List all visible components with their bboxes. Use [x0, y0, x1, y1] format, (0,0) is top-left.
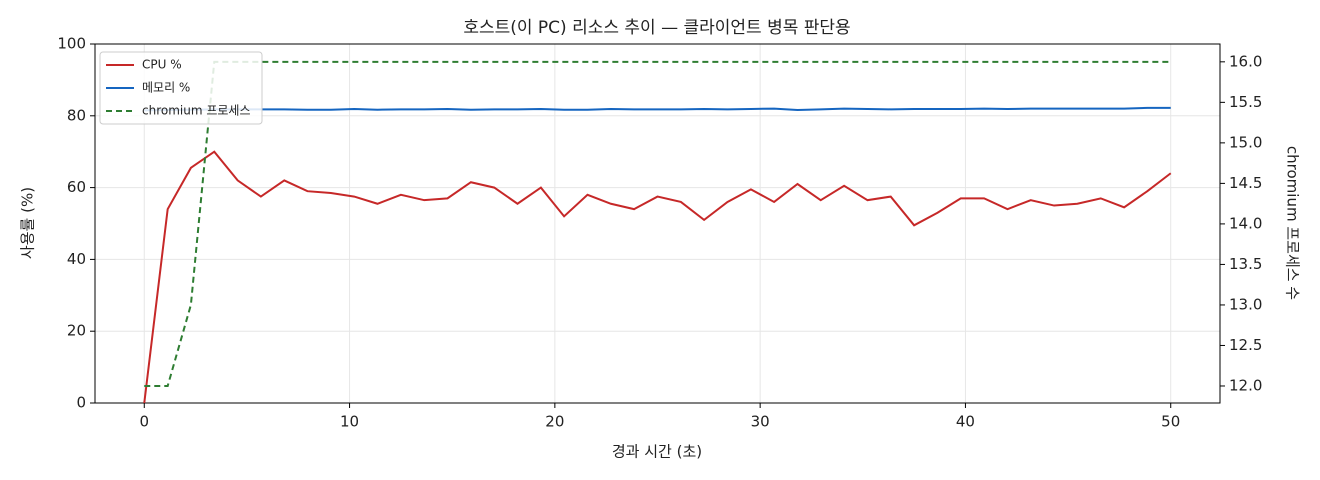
legend-label: 메모리 % [142, 81, 190, 95]
y-tick-label: 20 [67, 322, 86, 340]
series-line [144, 106, 1171, 112]
y2-tick-label: 16.0 [1229, 52, 1262, 70]
y-tick-label: 80 [67, 106, 86, 124]
y-tick-label: 0 [76, 394, 86, 412]
series-line [144, 60, 1171, 387]
legend-box [99, 51, 263, 125]
legend: CPU % 메모리 % chromium 프로세스 [99, 51, 263, 125]
y-tick-label: 100 [57, 35, 86, 53]
y-axis-label: 사용률 (%) [19, 187, 37, 259]
series-line [143, 150, 1172, 404]
y2-tick-label: 13.5 [1229, 255, 1262, 273]
chart-title: 호스트(이 PC) 리소스 추이 — 클라이언트 병목 판단용 [463, 18, 850, 38]
y2-tick-label: 13.0 [1229, 295, 1262, 313]
x-tick-label: 40 [956, 413, 975, 431]
y2-tick-label: 12.0 [1229, 376, 1262, 394]
plot-frame [94, 43, 1221, 404]
y2-tick-label: 15.5 [1229, 93, 1262, 111]
x-axis-label: 경과 시간 (초) [612, 443, 702, 461]
y2-tick-label: 15.0 [1229, 133, 1262, 151]
y2-tick-label: 12.5 [1229, 336, 1262, 354]
x-tick-label: 0 [139, 413, 149, 431]
x-tick-label: 30 [751, 413, 770, 431]
y-tick-label: 60 [67, 178, 86, 196]
legend-label: chromium 프로세스 [142, 104, 251, 118]
y2-tick-label: 14.0 [1229, 214, 1262, 232]
x-tick-label: 50 [1161, 413, 1180, 431]
y2-axis-label: chromium 프로세스 수 [1284, 146, 1302, 300]
legend-label: CPU % [142, 58, 182, 72]
y2-tick-label: 14.5 [1229, 174, 1262, 192]
y-tick-label: 40 [67, 250, 86, 268]
x-tick-label: 10 [340, 413, 359, 431]
x-tick-label: 20 [545, 413, 564, 431]
